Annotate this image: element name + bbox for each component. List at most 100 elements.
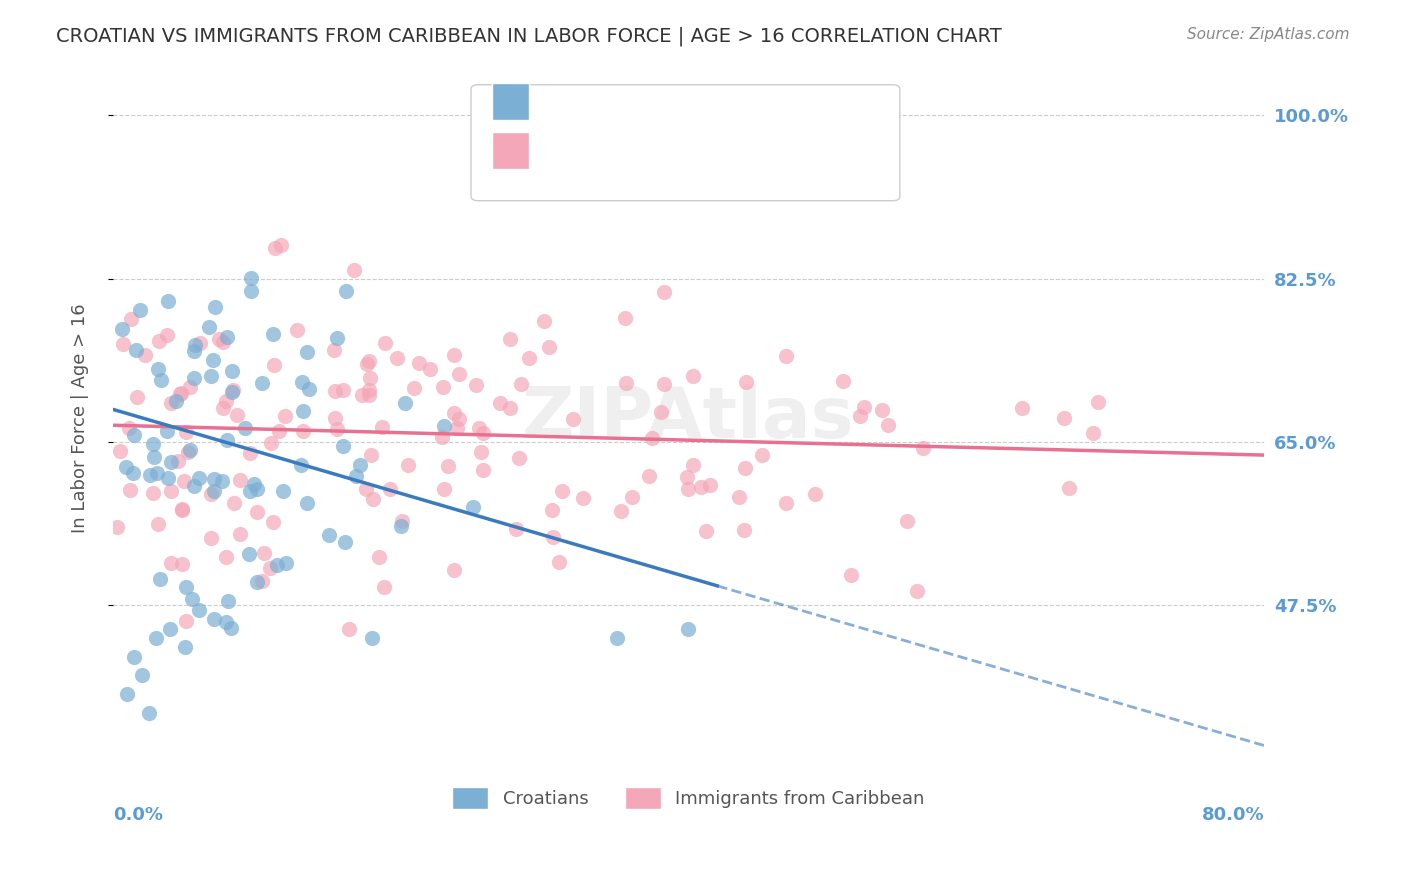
Point [640,431,662,445]
Point [343,262,366,277]
Point [160,556,183,570]
Point [239,284,262,298]
Point [432,380,454,394]
Point [221,364,243,378]
Point [533,314,555,328]
Point [613,310,636,325]
Point [832,374,855,388]
Point [751,448,773,462]
Point [187,471,209,485]
Point [291,375,314,389]
Point [202,484,225,499]
Point [322,343,344,358]
Point [471,426,494,441]
Legend: Croatians, Immigrants from Caribbean: Croatians, Immigrants from Caribbean [446,780,932,816]
Point [262,515,284,529]
Point [115,460,138,475]
Point [695,524,717,538]
Point [149,572,172,586]
Point [167,454,190,468]
Point [200,531,222,545]
Point [295,345,318,359]
Point [212,335,235,350]
Point [650,404,672,418]
Point [374,335,396,350]
Text: R =: R = [537,137,576,155]
Point [229,473,252,487]
Point [215,549,238,564]
Point [169,387,191,401]
Point [360,631,382,645]
Point [173,640,195,655]
Point [287,323,309,337]
Point [157,293,180,308]
Point [120,483,142,497]
Point [159,455,181,469]
Text: N=: N= [686,137,720,155]
Point [368,549,391,564]
Point [344,469,367,483]
Point [537,340,560,354]
Point [360,448,382,462]
Point [233,421,256,435]
Point [637,468,659,483]
Point [160,396,183,410]
Point [148,334,170,349]
Point [326,331,349,345]
Point [517,351,540,366]
Point [229,527,252,541]
Point [245,482,267,496]
Point [728,490,751,504]
Point [118,421,141,435]
Point [246,575,269,590]
Point [548,555,571,569]
Point [775,349,797,363]
Point [380,482,402,496]
Point [214,393,236,408]
Point [356,357,378,371]
Point [217,330,239,344]
Point [200,369,222,384]
Point [461,500,484,515]
Point [111,336,134,351]
Text: -0.298: -0.298 [588,88,652,106]
Point [269,424,291,438]
Point [125,343,148,357]
Point [270,237,292,252]
Point [775,496,797,510]
Point [157,471,180,485]
Point [1057,481,1080,495]
Point [876,417,898,432]
Point [105,519,128,533]
Point [332,439,354,453]
Point [160,484,183,499]
Text: CROATIAN VS IMMIGRANTS FROM CARIBBEAN IN LABOR FORCE | AGE > 16 CORRELATION CHAR: CROATIAN VS IMMIGRANTS FROM CARIBBEAN IN… [56,27,1002,46]
Point [263,359,285,373]
Point [177,445,200,459]
Point [263,241,285,255]
Point [541,530,564,544]
Point [803,486,825,500]
Text: 0.0%: 0.0% [112,806,163,824]
Point [449,412,471,426]
Point [654,285,676,299]
Point [159,622,181,636]
Point [111,322,134,336]
Point [437,458,460,473]
Point [121,466,143,480]
Point [202,472,225,486]
Point [222,496,245,510]
Point [446,421,468,435]
Point [156,328,179,343]
Point [911,441,934,455]
Point [146,466,169,480]
Point [183,344,205,359]
Text: Source: ZipAtlas.com: Source: ZipAtlas.com [1187,27,1350,42]
Point [217,433,239,447]
Point [219,621,242,635]
Point [174,615,197,629]
Point [359,353,381,368]
Point [499,401,522,415]
Point [678,622,700,636]
Point [690,481,713,495]
